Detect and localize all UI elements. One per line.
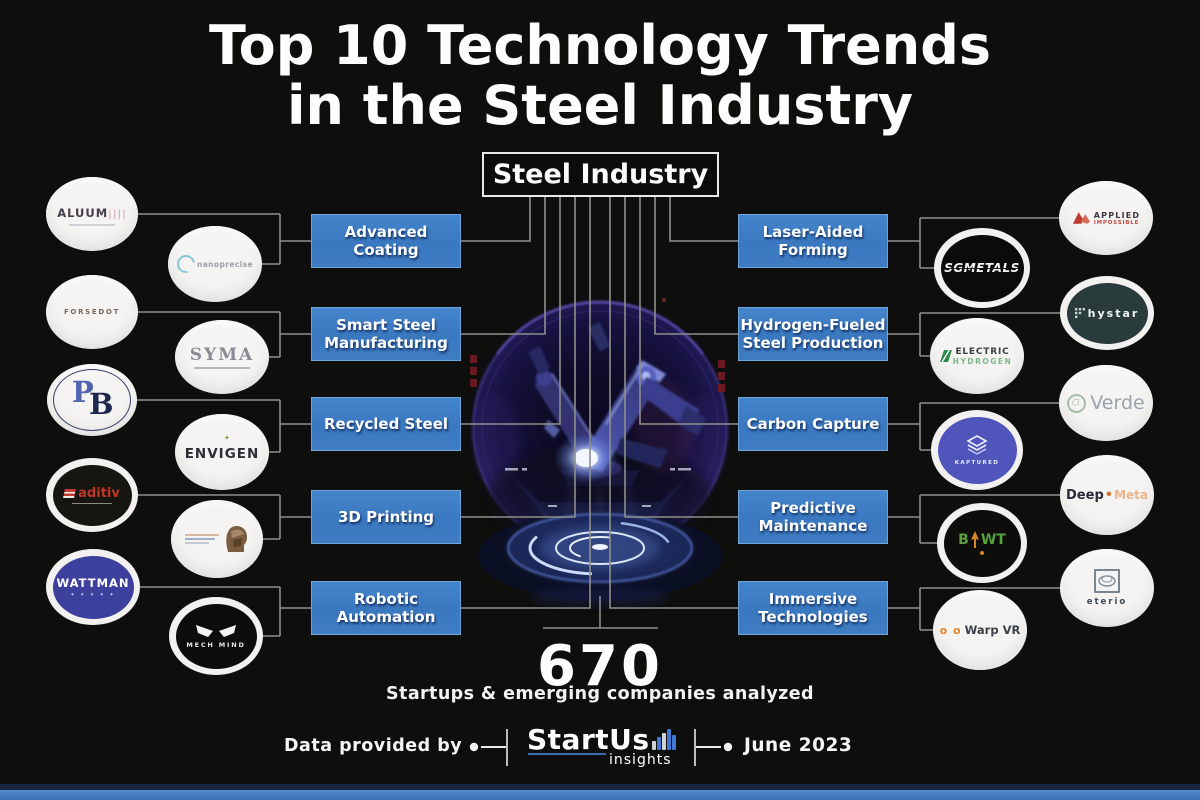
- trend-label: Immersive Technologies: [758, 590, 868, 626]
- logo-kaptured-icon: [966, 434, 988, 455]
- logo-aditiv-icon: [63, 488, 77, 498]
- title-line-2: in the Steel Industry: [286, 74, 914, 137]
- logo-wattman: WATTMAN ✦ ✦ ✦ ✦ ✦: [46, 549, 140, 625]
- logo-aluum: ALUUM||||: [46, 177, 138, 251]
- trend-label: Recycled Steel: [323, 415, 449, 433]
- logo-mech-mind: MECH MIND: [169, 597, 263, 675]
- logo-verde-text: Verde: [1090, 392, 1145, 414]
- logo-bwt-wt: WT: [980, 532, 1006, 548]
- logo-wattman-text: WATTMAN: [56, 576, 130, 590]
- trend-box-smart-steel-manufacturing: Smart Steel Manufacturing: [311, 307, 461, 361]
- logo-deep-dot: •: [1104, 487, 1114, 503]
- logo-bwt: B WT: [937, 503, 1027, 583]
- logo-nanoprecise: nanoprecise: [168, 226, 262, 302]
- startup-caption: Startups & emerging companies analyzed: [386, 684, 814, 704]
- trend-box-advanced-coating: Advanced Coating: [311, 214, 461, 268]
- trend-label: Carbon Capture: [746, 415, 880, 433]
- logo-head-profile: [171, 500, 263, 578]
- trend-box-3d-printing: 3D Printing: [311, 490, 461, 544]
- logo-bwt-b: B: [958, 532, 969, 548]
- logo-eterio-text: eterio: [1086, 597, 1128, 607]
- logo-applied-icon: [1072, 212, 1090, 224]
- logo-envigen-spark: ✦: [224, 433, 230, 442]
- logo-deep-text: Deep: [1066, 487, 1104, 503]
- footer-brand-startus: StartUs: [527, 723, 650, 756]
- logo-aluum-text: ALUUM: [57, 206, 109, 221]
- bottom-navy-strip: [0, 784, 1200, 790]
- logo-meta-text: Meta: [1114, 487, 1148, 502]
- footer-provided-by: Data provided by: [284, 736, 463, 756]
- logo-hystar-grid-icon: [1074, 308, 1085, 318]
- bottom-blue-bar: [0, 790, 1200, 800]
- trend-box-hydrogen-fueled-steel-production: Hydrogen-Fueled Steel Production: [738, 307, 888, 361]
- footer-brand-underline: [528, 753, 606, 755]
- logo-pb-b: B: [89, 387, 114, 421]
- trend-label: Smart Steel Manufacturing: [324, 316, 448, 352]
- title-line-1: Top 10 Technology Trends: [208, 14, 992, 77]
- logo-pb-p: P: [72, 375, 94, 409]
- logo-verde-icon: [1067, 393, 1087, 413]
- logo-sg-metals: SGMETALS: [934, 228, 1030, 308]
- logo-aluum-bars: ||||: [108, 209, 127, 221]
- logo-electric-hydrogen-icon: [939, 350, 952, 362]
- trend-label: Predictive Maintenance: [758, 499, 868, 535]
- logo-envigen-text: ENVIGEN: [184, 445, 260, 462]
- logo-warp-vr-icon: o o: [939, 623, 962, 637]
- footer-date: June 2023: [744, 735, 853, 756]
- logo-warp-vr: o o Warp VR: [933, 590, 1027, 670]
- logo-wattman-stars: ✦ ✦ ✦ ✦ ✦: [70, 592, 116, 598]
- logo-bwt-arrow-icon: [970, 531, 979, 548]
- trend-box-predictive-maintenance: Predictive Maintenance: [738, 490, 888, 544]
- trend-label: Hydrogen-Fueled Steel Production: [740, 316, 886, 352]
- startup-count: 670: [537, 634, 663, 699]
- trend-box-robotic-automation: Robotic Automation: [311, 581, 461, 635]
- logo-syma: SYMA: [175, 320, 269, 394]
- trend-box-laser-aided-forming: Laser-Aided Forming: [738, 214, 888, 268]
- steel-robot-hologram: [458, 288, 742, 607]
- page-title: Top 10 Technology Trends in the Steel In…: [0, 16, 1200, 136]
- logo-pb: P B: [47, 364, 137, 436]
- trend-label: Robotic Automation: [336, 590, 436, 626]
- logo-hystar-text: hystar: [1087, 306, 1140, 320]
- hub-label: Steel Industry: [492, 159, 709, 190]
- logo-applied-sub: IMPOSSIBLE: [1093, 219, 1140, 226]
- logo-mech-mind-icon: [196, 625, 236, 637]
- logo-aditiv-text: aditiv: [78, 485, 120, 501]
- logo-hystar: hystar: [1060, 276, 1154, 350]
- logo-verde: Verde: [1059, 365, 1153, 441]
- trend-box-recycled-steel: Recycled Steel: [311, 397, 461, 451]
- logo-applied-text: APPLIED: [1093, 210, 1141, 220]
- logo-applied: APPLIED IMPOSSIBLE: [1059, 181, 1153, 255]
- trend-label: 3D Printing: [337, 508, 435, 526]
- logo-sg-metals-text: SGMETALS: [944, 261, 1020, 275]
- logo-mech-mind-text: MECH MIND: [186, 641, 246, 649]
- logo-nanoprecise-text: nanoprecise: [196, 259, 253, 269]
- hub-box-steel-industry: Steel Industry: [482, 152, 719, 197]
- logo-aditiv: aditiv: [46, 458, 138, 532]
- trend-label: Laser-Aided Forming: [762, 223, 864, 259]
- logo-electric-text: ELECTRIC: [955, 346, 1010, 357]
- logo-electric-hydrogen: ELECTRIC HYDROGEN: [930, 318, 1024, 394]
- footer-brand-insights: insights: [609, 752, 672, 768]
- logo-head-profile-lines: [185, 532, 219, 546]
- logo-eterio-icon: [1094, 569, 1120, 593]
- logo-kaptured-text: KAPTURED: [954, 459, 1000, 466]
- logo-warp-vr-text: Warp VR: [964, 623, 1021, 637]
- logo-hydrogen-text: HYDROGEN: [952, 356, 1013, 366]
- logo-syma-text: SYMA: [189, 345, 255, 366]
- logo-forsedot: FORSEDOT: [46, 275, 138, 349]
- logo-forsedot-text: FORSEDOT: [63, 308, 121, 316]
- trend-box-carbon-capture: Carbon Capture: [738, 397, 888, 451]
- logo-nanoprecise-icon: [173, 251, 199, 277]
- logo-kaptured: KAPTURED: [931, 410, 1023, 490]
- trend-box-immersive-technologies: Immersive Technologies: [738, 581, 888, 635]
- logo-envigen: ✦ ENVIGEN: [175, 414, 269, 490]
- trend-label: Advanced Coating: [344, 223, 428, 259]
- logo-eterio: eterio: [1060, 549, 1154, 627]
- footer-brand-barchart-icon: [652, 729, 676, 750]
- logo-deep-meta: Deep • Meta: [1060, 455, 1154, 535]
- logo-head-profile-icon: [226, 526, 248, 552]
